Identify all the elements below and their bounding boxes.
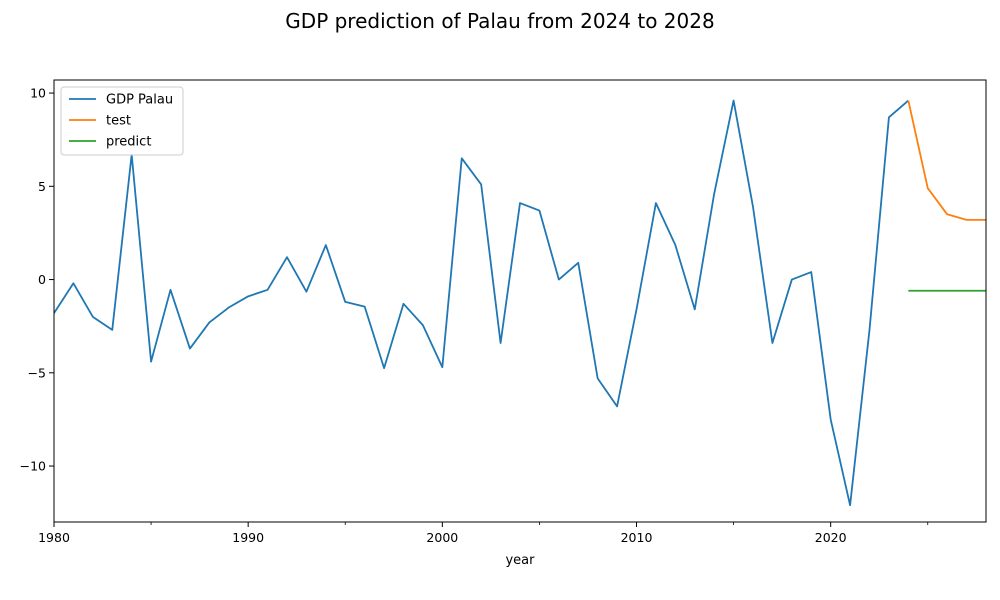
- legend-entry-label: predict: [106, 135, 151, 150]
- plot-frame: [53, 79, 987, 523]
- x-axis-label: year: [505, 553, 535, 568]
- x-tick-label: 1980: [38, 530, 70, 545]
- y-tick-label: 5: [38, 179, 46, 194]
- x-tick-label: 2010: [621, 530, 653, 545]
- chart-title: GDP prediction of Palau from 2024 to 202…: [285, 9, 714, 33]
- y-tick-label: 0: [38, 272, 46, 287]
- x-tick-label: 2000: [426, 530, 458, 545]
- legend-entry-label: GDP Palau: [106, 93, 173, 108]
- y-tick-label: −5: [28, 365, 46, 380]
- series-line-test: [907, 100, 986, 221]
- x-axis: 1980 1990 2000 2010 2020: [38, 522, 929, 545]
- y-tick-label: −10: [20, 459, 46, 474]
- x-tick-label: 2020: [815, 530, 847, 545]
- series-layer: [54, 99, 986, 507]
- legend-box: [60, 86, 184, 156]
- y-axis: −10 −5 0 5 10: [20, 86, 54, 474]
- legend-entry-label: test: [106, 114, 131, 129]
- series-line-gdp-palau: [54, 99, 909, 507]
- legend: GDP Palau test predict: [60, 86, 184, 156]
- x-tick-label: 1990: [232, 530, 264, 545]
- plot-area: [53, 79, 987, 523]
- y-tick-label: 10: [30, 86, 46, 101]
